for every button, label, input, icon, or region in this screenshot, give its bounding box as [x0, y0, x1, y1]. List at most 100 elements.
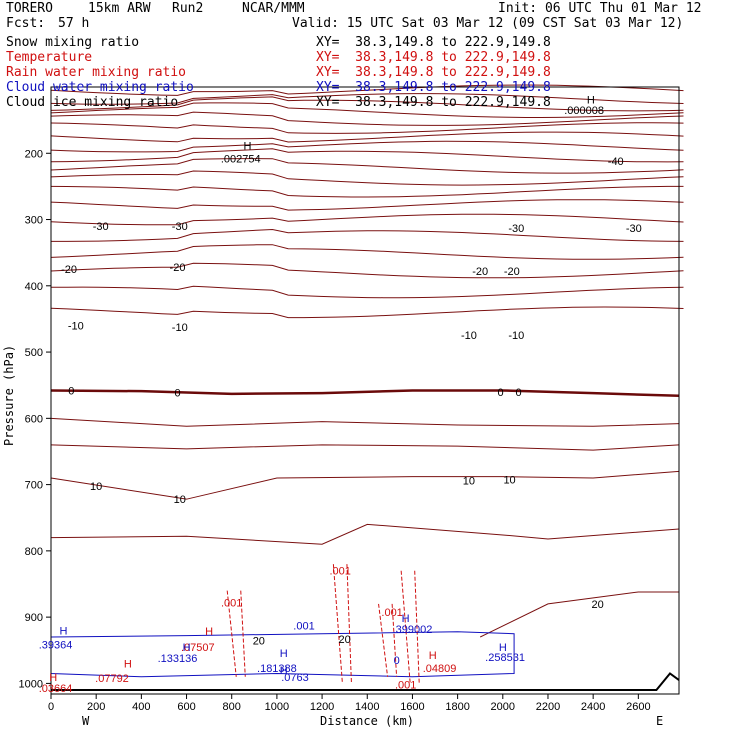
contour-labels: -40 -30 -30 -30 -30 -20 -20 -20 -20 -10 -10 -10 -10 0…	[39, 95, 642, 695]
x-tick-label: 0	[48, 701, 54, 713]
rain-label: .04809	[423, 663, 457, 675]
isotherm-label: -40	[608, 156, 624, 168]
y-axis-label: Pressure (hPa)	[2, 345, 16, 446]
x-tick-label: 1000	[265, 701, 289, 713]
cloud-water-label: H	[402, 613, 410, 625]
field-name: Temperature	[6, 50, 93, 65]
rain-label: H	[124, 659, 132, 671]
cloud-water-label: H	[59, 625, 67, 637]
plot-frame	[50, 86, 680, 695]
forecast-label: Fcst:	[6, 16, 46, 31]
rain-label: H	[205, 626, 213, 638]
y-tick-label: 400	[25, 281, 43, 293]
isotherm-label: -20	[504, 266, 520, 278]
cloud-water-label: H	[183, 642, 191, 654]
isotherm-line	[50, 158, 684, 174]
x-tick-label: 1600	[400, 701, 424, 713]
isotherm-label: -30	[508, 223, 524, 235]
field-name: Rain water mixing ratio	[6, 65, 187, 80]
isotherm-label: 0	[68, 386, 74, 398]
rain-label: .001	[329, 566, 350, 578]
rain-label: .001	[395, 680, 416, 692]
rain-contour	[378, 603, 398, 677]
forecast-hours: 57 h	[58, 16, 90, 31]
cloud-water-label: H	[499, 642, 507, 654]
field-name: Snow mixing ratio	[6, 35, 140, 50]
x-axis-label: Distance (km)	[320, 714, 414, 728]
contour-layer	[50, 84, 684, 692]
field-xy-range: XY= 38.3,149.8 to 222.9,149.8	[316, 65, 551, 80]
x-tick-label: 200	[87, 701, 105, 713]
rain-contour	[400, 570, 420, 684]
cloud-water-label: .181388	[257, 663, 297, 675]
y-tick-label: 700	[25, 480, 43, 492]
model-name: TORERO	[6, 1, 53, 16]
rain-contour	[332, 564, 352, 684]
isotherm-line	[50, 262, 684, 279]
field-xy-range: XY= 38.3,149.8 to 222.9,149.8	[316, 80, 551, 95]
cloud-water-label: H	[280, 665, 288, 677]
rain-label: .001	[381, 607, 402, 619]
y-tick-label: 500	[25, 347, 43, 359]
isotherm-line	[50, 213, 684, 226]
isotherm-label: 10	[503, 474, 515, 486]
cloud-water-contour	[50, 631, 515, 678]
isotherm-line	[50, 140, 684, 153]
x-tick-label: 2000	[491, 701, 515, 713]
axes: 0 200 400 600 800 1000 1200 1400 1600 1800 2000 220…	[19, 148, 651, 713]
east-end-label: E	[656, 714, 663, 728]
isotherm-line	[50, 285, 684, 299]
valid-time: Valid: 15 UTC Sat 03 Mar 12 (09 CST Sat …	[292, 16, 684, 31]
y-tick-label: 200	[25, 148, 43, 160]
isotherm-line	[50, 523, 680, 545]
field-name: Cloud water mixing ratio	[6, 80, 194, 95]
field-xy-range: XY= 38.3,149.8 to 222.9,149.8	[316, 95, 551, 110]
rain-label: .07507	[181, 642, 215, 654]
isotherm-label: -20	[472, 266, 488, 278]
isotherm-line	[50, 96, 684, 112]
isotherm-label: 20	[253, 635, 265, 647]
run-label: Run2	[172, 1, 204, 16]
x-tick-label: 2600	[626, 701, 650, 713]
x-tick-label: 1400	[355, 701, 379, 713]
isotherm-line	[50, 93, 684, 105]
isotherm-line	[50, 111, 684, 126]
y-tick-label: 300	[25, 215, 43, 227]
isotherm-label: 0	[497, 387, 503, 399]
isotherm-line	[50, 131, 684, 143]
x-tick-label: 2200	[536, 701, 560, 713]
x-tick-label: 800	[223, 701, 241, 713]
isotherm-line	[50, 199, 684, 211]
cloud-water-label: 0	[394, 655, 400, 667]
isotherm-line	[51, 228, 684, 242]
isotherm-label: 20	[339, 634, 351, 646]
isotherm-line	[50, 148, 684, 163]
cloud-ice-label: H	[587, 95, 595, 107]
isotherm-label: 0	[516, 387, 522, 399]
isotherm-label: -10	[461, 330, 477, 342]
isotherm-line	[479, 591, 679, 638]
rain-contour	[226, 590, 246, 677]
isotherm-line	[50, 84, 684, 96]
x-tick-label: 1800	[445, 701, 469, 713]
x-tick-label: 600	[177, 701, 195, 713]
isotherm-line	[50, 444, 680, 451]
x-tick-label: 2400	[581, 701, 605, 713]
west-end-label: W	[82, 714, 90, 728]
rain-label: .001	[221, 598, 242, 610]
org-label: NCAR/MMM	[242, 1, 305, 16]
isotherm-line	[50, 170, 684, 186]
isotherm-label: -10	[508, 330, 524, 342]
init-time: Init: 06 UTC Thu 01 Mar 12	[498, 1, 702, 16]
isotherm-line	[50, 185, 684, 198]
y-tick-label: 900	[25, 612, 43, 624]
x-tick-label: 1200	[310, 701, 334, 713]
rain-label: .03664	[39, 683, 73, 695]
isotherm-line	[50, 470, 680, 500]
isotherm-label: 20	[592, 599, 604, 611]
isotherm-label: 10	[463, 476, 475, 488]
isotherm-label: -30	[93, 221, 109, 233]
isotherm-label: 0	[174, 387, 180, 399]
field-xy-range: XY= 38.3,149.8 to 222.9,149.8	[316, 50, 551, 65]
